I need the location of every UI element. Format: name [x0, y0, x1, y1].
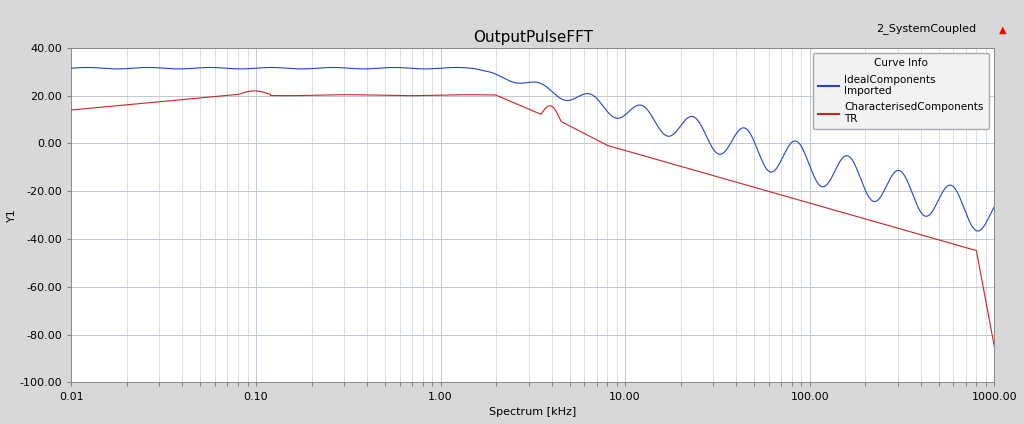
X-axis label: Spectrum [kHz]: Spectrum [kHz] [489, 407, 577, 417]
Title: OutputPulseFFT: OutputPulseFFT [473, 30, 593, 45]
Y-axis label: Y1: Y1 [7, 208, 17, 222]
Text: 2_SystemCoupled: 2_SystemCoupled [876, 24, 976, 34]
Legend: IdealComponents
Imported, CharacterisedComponents
TR: IdealComponents Imported, CharacterisedC… [813, 53, 989, 129]
Text: ▲: ▲ [998, 25, 1007, 34]
